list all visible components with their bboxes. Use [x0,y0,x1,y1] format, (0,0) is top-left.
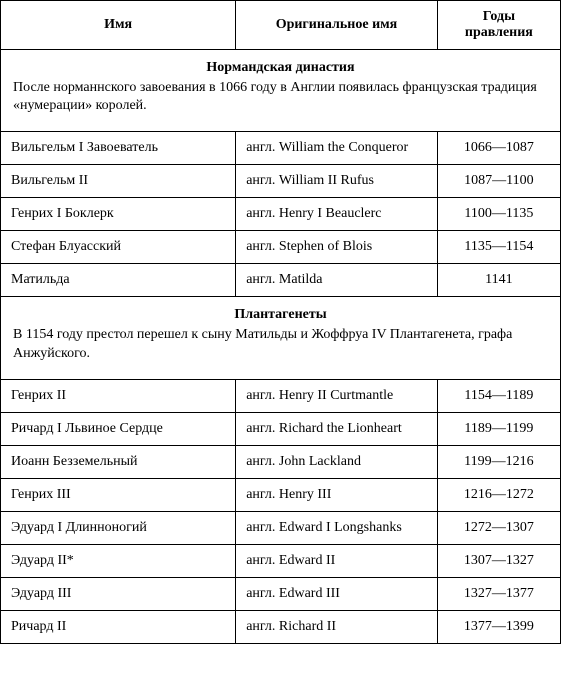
table-row: Генрих IIангл. Henry II Curtmantle1154—1… [1,379,561,412]
monarch-name: Генрих II [1,379,236,412]
monarch-reign-years: 1216—1272 [437,478,560,511]
table-row: Эдуард II*англ. Edward II1307—1327 [1,544,561,577]
monarch-name: Эдуард I Длинноногий [1,511,236,544]
monarch-name: Генрих I Боклерк [1,198,236,231]
table-row: Генрих IIIангл. Henry III1216—1272 [1,478,561,511]
section-cell: Плантагенеты В 1154 году престол перешел … [1,297,561,379]
section-row: Нормандская династия После норманнского з… [1,50,561,132]
monarch-name: Ричард II [1,610,236,643]
monarch-original-name: англ. Henry III [236,478,438,511]
monarch-reign-years: 1141 [437,264,560,297]
table-row: Матильдаангл. Matilda1141 [1,264,561,297]
monarch-original-name: англ. Henry II Curtmantle [236,379,438,412]
monarch-original-name: англ. William II Rufus [236,165,438,198]
monarch-original-name: англ. Edward III [236,577,438,610]
table-row: Вильгельм IIангл. William II Rufus1087—1… [1,165,561,198]
monarch-name: Матильда [1,264,236,297]
monarch-reign-years: 1154—1189 [437,379,560,412]
monarchs-table: Имя Оригинальное имя Годы правления Норм… [0,0,561,644]
monarch-name: Эдуард II* [1,544,236,577]
monarch-name: Эдуард III [1,577,236,610]
section-title: Плантагенеты [13,307,548,323]
table-row: Ричард I Львиное Сердцеангл. Richard the… [1,412,561,445]
section-title: Нормандская династия [13,60,548,76]
header-original: Оригинальное имя [236,1,438,50]
monarch-reign-years: 1327—1377 [437,577,560,610]
monarch-reign-years: 1189—1199 [437,412,560,445]
section-description: После норманнского завоевания в 1066 год… [13,79,548,115]
monarch-original-name: англ. John Lackland [236,445,438,478]
monarch-original-name: англ. William the Conqueror [236,132,438,165]
section-description: В 1154 году престол перешел к сыну Матил… [13,326,548,362]
monarch-name: Ричард I Львиное Сердце [1,412,236,445]
monarch-name: Вильгельм I Завоеватель [1,132,236,165]
monarch-original-name: англ. Richard II [236,610,438,643]
header-years: Годы правления [437,1,560,50]
header-name: Имя [1,1,236,50]
monarch-original-name: англ. Richard the Lionheart [236,412,438,445]
monarch-reign-years: 1272—1307 [437,511,560,544]
monarch-reign-years: 1377—1399 [437,610,560,643]
table-row: Стефан Блуасскийангл. Stephen of Blois11… [1,231,561,264]
table-row: Вильгельм I Завоевательангл. William the… [1,132,561,165]
monarch-original-name: англ. Henry I Beauclerc [236,198,438,231]
monarch-original-name: англ. Edward I Longshanks [236,511,438,544]
monarch-original-name: англ. Matilda [236,264,438,297]
table-row: Ричард IIангл. Richard II1377—1399 [1,610,561,643]
monarch-reign-years: 1100—1135 [437,198,560,231]
monarch-name: Стефан Блуасский [1,231,236,264]
table-row: Эдуард IIIангл. Edward III1327—1377 [1,577,561,610]
monarch-name: Вильгельм II [1,165,236,198]
monarch-reign-years: 1087—1100 [437,165,560,198]
table-header-row: Имя Оригинальное имя Годы правления [1,1,561,50]
monarch-original-name: англ. Stephen of Blois [236,231,438,264]
section-cell: Нормандская династия После норманнского з… [1,50,561,132]
table-row: Эдуард I Длинноногийангл. Edward I Longs… [1,511,561,544]
monarch-name: Генрих III [1,478,236,511]
table-row: Иоанн Безземельныйангл. John Lackland119… [1,445,561,478]
monarch-original-name: англ. Edward II [236,544,438,577]
table-row: Генрих I Боклеркангл. Henry I Beauclerc1… [1,198,561,231]
section-row: Плантагенеты В 1154 году престол перешел … [1,297,561,379]
monarch-reign-years: 1199—1216 [437,445,560,478]
monarch-reign-years: 1066—1087 [437,132,560,165]
monarch-name: Иоанн Безземельный [1,445,236,478]
monarch-reign-years: 1307—1327 [437,544,560,577]
monarch-reign-years: 1135—1154 [437,231,560,264]
